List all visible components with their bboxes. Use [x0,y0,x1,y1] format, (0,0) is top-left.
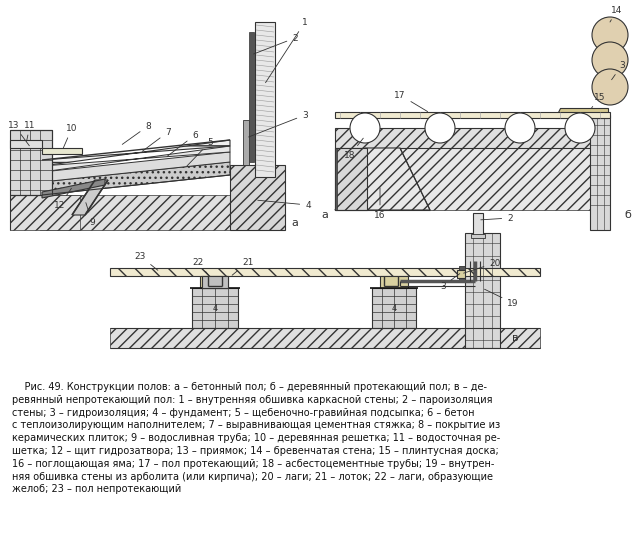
Text: 9: 9 [86,203,95,226]
Text: 4: 4 [392,304,397,313]
Text: 16 – поглощающая яма; 17 – пол протекающий; 18 – асбестоцементные трубы; 19 – вн: 16 – поглощающая яма; 17 – пол протекающ… [12,459,494,469]
Text: 17: 17 [394,91,428,111]
Polygon shape [400,148,590,210]
Text: 6: 6 [167,130,198,156]
Text: 16: 16 [374,188,386,219]
Text: керамических плиток; 9 – водосливная труба; 10 – деревянная решетка; 11 – водост: керамических плиток; 9 – водосливная тру… [12,433,500,443]
Text: 20: 20 [464,258,501,273]
Circle shape [592,42,628,78]
Text: 3: 3 [440,274,460,291]
Text: 3: 3 [611,60,625,80]
Polygon shape [42,146,230,172]
Text: 10: 10 [63,123,78,148]
Polygon shape [335,148,430,210]
Text: б: б [624,210,631,220]
Text: 4: 4 [258,200,311,210]
Bar [10,130,52,195]
Text: 18: 18 [344,138,363,160]
Text: ревянный непротекающий пол: 1 – внутренняя обшивка каркасной стены; 2 – пароизол: ревянный непротекающий пол: 1 – внутренн… [12,395,493,405]
Text: в: в [512,333,518,343]
Text: 7: 7 [142,128,171,151]
Text: 12: 12 [54,188,71,210]
Polygon shape [335,128,608,148]
Text: 19: 19 [484,289,519,307]
Text: стены; 3 – гидроизоляция; 4 – фундамент; 5 – щебеночно-гравийная подсыпка; 6 – б: стены; 3 – гидроизоляция; 4 – фундамент;… [12,408,475,418]
Polygon shape [42,179,105,198]
Text: 2: 2 [253,34,298,54]
Bar [457,270,465,278]
Polygon shape [10,175,80,230]
Circle shape [592,17,628,53]
Text: няя обшивка стены из арболита (или кирпича); 20 – лаги; 21 – лоток; 22 – лаги, о: няя обшивка стены из арболита (или кирпи… [12,472,493,482]
Text: 14: 14 [610,5,622,22]
Text: шетка; 12 – щит гидрозатвора; 13 – приямок; 14 – бревенчатая стена; 15 – плинтус: шетка; 12 – щит гидрозатвора; 13 – приям… [12,446,499,456]
Text: 2: 2 [481,213,513,223]
Bar [459,266,465,281]
Bar [10,140,42,148]
Text: с теплоизолирующим наполнителем; 7 – выравнивающая цементная стяжка; 8 – покрыти: с теплоизолирующим наполнителем; 7 – выр… [12,420,500,431]
Text: 3: 3 [249,110,308,137]
Text: Рис. 49. Конструкции полов: а – бетонный пол; б – деревянный протекающий пол; в : Рис. 49. Конструкции полов: а – бетонный… [12,382,487,392]
Polygon shape [42,140,230,166]
Polygon shape [42,152,230,182]
Text: 13: 13 [8,121,30,146]
Text: 5: 5 [187,137,213,166]
Circle shape [505,113,535,143]
Text: а: а [291,218,298,228]
Polygon shape [372,288,416,328]
Text: 22: 22 [192,257,208,275]
Bar [200,276,228,288]
Circle shape [350,113,380,143]
Polygon shape [40,195,230,230]
Text: 1: 1 [266,17,308,83]
Bar [42,148,82,154]
Bar [249,32,254,162]
Bar [335,112,610,118]
Text: 4: 4 [212,304,217,313]
Polygon shape [335,148,337,210]
Bar [465,233,500,348]
Polygon shape [42,162,230,195]
Bar [473,213,483,235]
Polygon shape [72,180,108,215]
Text: а: а [322,210,329,220]
Circle shape [425,113,455,143]
Polygon shape [110,328,540,348]
Bar [590,115,610,230]
Text: 11: 11 [24,121,36,141]
Text: 8: 8 [122,122,151,144]
Text: 21: 21 [232,257,254,275]
Bar [335,148,367,210]
Text: 23: 23 [134,251,158,270]
Circle shape [592,69,628,105]
Polygon shape [192,288,238,328]
Circle shape [565,113,595,143]
Text: 15: 15 [592,92,606,108]
Polygon shape [110,268,540,276]
Bar [380,276,408,288]
Polygon shape [202,276,228,288]
Bar [471,234,485,238]
Bar [243,120,249,165]
Text: желоб; 23 – пол непротекающий: желоб; 23 – пол непротекающий [12,484,181,494]
Polygon shape [555,108,608,118]
Bar [255,22,275,177]
Polygon shape [230,165,285,230]
